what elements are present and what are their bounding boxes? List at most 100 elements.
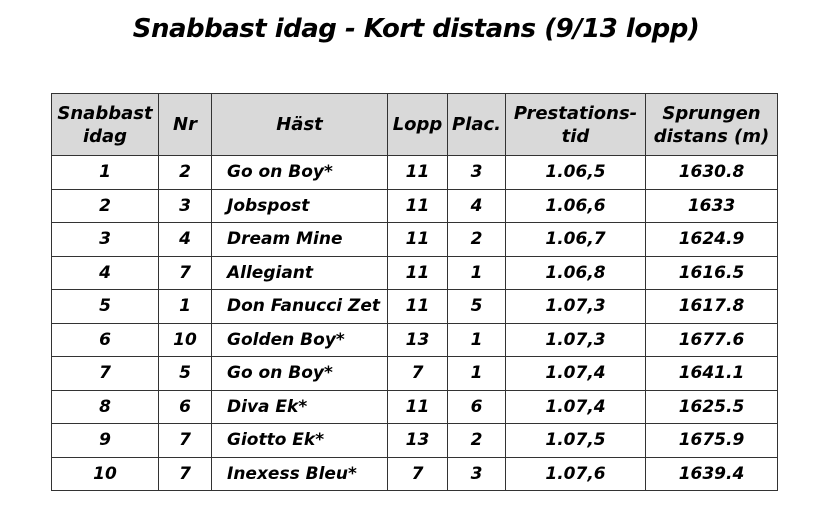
cell-placement: 1 [447,356,506,391]
cell-horse: Giotto Ek* [211,423,388,458]
cell-rank: 2 [51,188,159,223]
table-row: 7 5 Go on Boy* 7 1 1.07,4 1641.1 [51,356,778,391]
header-line: Lopp [392,114,443,135]
cell-placement: 1 [447,322,506,357]
cell-time: 1.07,3 [505,289,646,324]
header-line: Nr [173,114,197,135]
cell-number: 5 [158,356,212,391]
column-header-placement: Plac. [447,93,506,156]
cell-time: 1.07,4 [505,389,646,424]
results-table: Snabbast idag Nr Häst Lopp Plac. Prestat… [51,93,778,491]
cell-distance: 1639.4 [645,456,778,491]
header-row: Snabbast idag Nr Häst Lopp Plac. Prestat… [51,93,778,156]
cell-horse: Golden Boy* [211,322,388,357]
cell-number: 6 [158,389,212,424]
column-header-horse: Häst [211,93,388,156]
cell-horse: Go on Boy* [211,155,388,190]
cell-rank: 4 [51,255,159,290]
column-header-fastest-today: Snabbast idag [51,93,159,156]
cell-number: 7 [158,456,212,491]
header-line: Prestations- [513,102,638,124]
cell-number: 2 [158,155,212,190]
cell-time: 1.06,6 [505,188,646,223]
column-header-performance-time: Prestations- tid [505,93,646,156]
header-line: Sprungen [662,102,761,124]
cell-rank: 10 [51,456,159,491]
cell-horse: Dream Mine [211,222,388,257]
cell-horse: Jobspost [211,188,388,223]
cell-placement: 4 [447,188,506,223]
cell-distance: 1677.6 [645,322,778,357]
cell-distance: 1625.5 [645,389,778,424]
cell-race: 7 [387,356,448,391]
table-row: 6 10 Golden Boy* 13 1 1.07,3 1677.6 [51,322,778,357]
cell-rank: 9 [51,423,159,458]
cell-time: 1.06,7 [505,222,646,257]
cell-horse: Inexess Bleu* [211,456,388,491]
cell-rank: 5 [51,289,159,324]
cell-race: 13 [387,423,448,458]
table-row: 9 7 Giotto Ek* 13 2 1.07,5 1675.9 [51,423,778,458]
cell-placement: 2 [447,222,506,257]
cell-rank: 6 [51,322,159,357]
header-line: Plac. [451,114,502,135]
column-header-number: Nr [158,93,212,156]
cell-race: 11 [387,389,448,424]
header-line: distans (m) [653,125,770,147]
column-header-distance-run: Sprungen distans (m) [645,93,778,156]
cell-placement: 5 [447,289,506,324]
header-line: tid [561,125,590,147]
cell-time: 1.06,5 [505,155,646,190]
cell-race: 11 [387,188,448,223]
table-row: 2 3 Jobspost 11 4 1.06,6 1633 [51,188,778,223]
table-row: 1 2 Go on Boy* 11 3 1.06,5 1630.8 [51,155,778,190]
cell-placement: 2 [447,423,506,458]
table-row: 4 7 Allegiant 11 1 1.06,8 1616.5 [51,255,778,290]
cell-rank: 8 [51,389,159,424]
cell-race: 11 [387,155,448,190]
cell-distance: 1624.9 [645,222,778,257]
cell-horse: Allegiant [211,255,388,290]
cell-race: 11 [387,289,448,324]
cell-number: 3 [158,188,212,223]
cell-placement: 1 [447,255,506,290]
cell-distance: 1633 [645,188,778,223]
cell-distance: 1641.1 [645,356,778,391]
cell-number: 7 [158,255,212,290]
cell-distance: 1617.8 [645,289,778,324]
cell-horse: Go on Boy* [211,356,388,391]
cell-distance: 1675.9 [645,423,778,458]
table-body: 1 2 Go on Boy* 11 3 1.06,5 1630.8 2 3 Jo… [51,155,778,491]
cell-time: 1.07,5 [505,423,646,458]
cell-time: 1.07,3 [505,322,646,357]
table-row: 10 7 Inexess Bleu* 7 3 1.07,6 1639.4 [51,456,778,491]
cell-distance: 1630.8 [645,155,778,190]
cell-race: 11 [387,222,448,257]
page-title: Snabbast idag - Kort distans (9/13 lopp) [132,14,700,44]
table-row: 3 4 Dream Mine 11 2 1.06,7 1624.9 [51,222,778,257]
cell-race: 7 [387,456,448,491]
cell-time: 1.06,8 [505,255,646,290]
cell-placement: 6 [447,389,506,424]
cell-time: 1.07,6 [505,456,646,491]
header-line: idag [82,125,128,147]
table-row: 5 1 Don Fanucci Zet 11 5 1.07,3 1617.8 [51,289,778,324]
cell-number: 1 [158,289,212,324]
cell-rank: 1 [51,155,159,190]
header-line: Häst [276,114,323,135]
cell-horse: Don Fanucci Zet [211,289,388,324]
cell-number: 10 [158,322,212,357]
cell-number: 7 [158,423,212,458]
column-header-race: Lopp [387,93,448,156]
cell-placement: 3 [447,456,506,491]
cell-distance: 1616.5 [645,255,778,290]
cell-race: 11 [387,255,448,290]
cell-horse: Diva Ek* [211,389,388,424]
table-row: 8 6 Diva Ek* 11 6 1.07,4 1625.5 [51,389,778,424]
cell-number: 4 [158,222,212,257]
cell-placement: 3 [447,155,506,190]
table-header: Snabbast idag Nr Häst Lopp Plac. Prestat… [51,93,778,156]
cell-race: 13 [387,322,448,357]
cell-rank: 7 [51,356,159,391]
cell-rank: 3 [51,222,159,257]
